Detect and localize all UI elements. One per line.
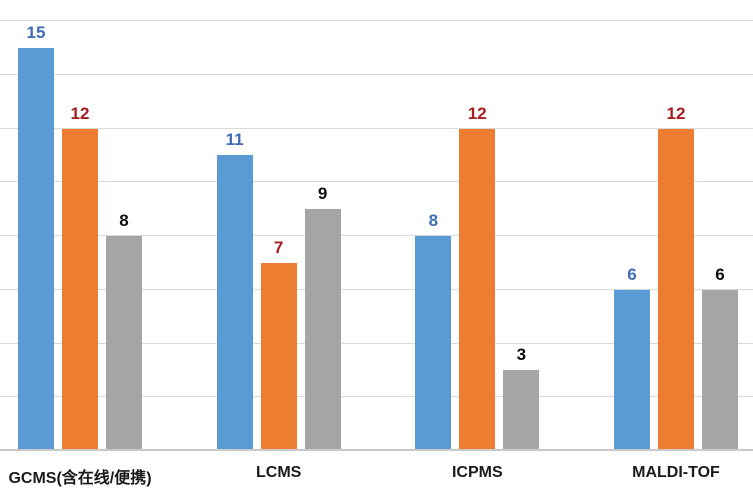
gridline <box>0 235 753 236</box>
category-axis: GCMS(含在线/便携) LCMS ICPMS MALDI-TOF <box>0 451 753 500</box>
gridline <box>0 127 753 129</box>
category-label-2: LCMS <box>255 464 302 481</box>
bar-value-label: 6 <box>627 264 637 284</box>
bar-blue: 11 <box>216 130 253 451</box>
bar-group-2: 11 7 9 <box>216 130 341 451</box>
bar-gray: 8 <box>106 211 142 451</box>
plot-area: 15 12 8 11 7 9 8 12 3 6 12 6 <box>0 20 753 451</box>
bar-orange: 12 <box>657 104 694 451</box>
bar-value-label: 11 <box>225 130 244 150</box>
bar-value-label: 6 <box>715 264 725 284</box>
bar-blue: 15 <box>18 23 54 451</box>
gridline <box>0 288 753 290</box>
bar-value-label: 12 <box>70 103 90 123</box>
bar-value-label: 7 <box>273 237 284 257</box>
bar-value-label: 8 <box>428 211 439 230</box>
bar-groups: 15 12 8 11 7 9 8 12 3 6 12 6 <box>18 23 738 451</box>
gridline <box>0 181 753 183</box>
bar-orange: 7 <box>260 238 297 451</box>
bar-orange: 12 <box>62 104 98 451</box>
bar-value-label: 15 <box>26 22 46 42</box>
bar-value-label: 12 <box>467 103 487 123</box>
gridline <box>0 73 753 75</box>
bar-value-label: 9 <box>317 184 328 204</box>
category-cell: MALDI-TOF <box>614 451 738 500</box>
bar-value-label: 3 <box>516 345 527 365</box>
bar-group-1: 15 12 8 <box>18 23 142 451</box>
x-axis-line <box>0 449 753 451</box>
bar-gray: 9 <box>304 184 341 451</box>
category-label-3: ICPMS <box>451 464 503 481</box>
category-cell: LCMS <box>217 451 341 500</box>
bar-gray: 6 <box>701 265 738 451</box>
category-cell: ICPMS <box>415 451 539 500</box>
bar-gray: 3 <box>503 345 540 451</box>
gridline <box>0 342 753 344</box>
bar-value-label: 8 <box>119 211 129 230</box>
category-label-1: GCMS(含在线/便携) <box>8 470 152 487</box>
gridline <box>0 396 753 398</box>
bar-blue: 6 <box>613 265 650 451</box>
bar-group-3: 8 12 3 <box>415 104 540 451</box>
bar-blue: 8 <box>415 211 452 451</box>
bar-group-4: 6 12 6 <box>613 104 738 451</box>
category-label-4: MALDI-TOF <box>632 464 720 481</box>
gridline <box>0 20 753 21</box>
category-cell: GCMS(含在线/便携) <box>8 451 151 500</box>
bar-value-label: 12 <box>666 103 686 123</box>
bar-orange: 12 <box>459 104 496 451</box>
